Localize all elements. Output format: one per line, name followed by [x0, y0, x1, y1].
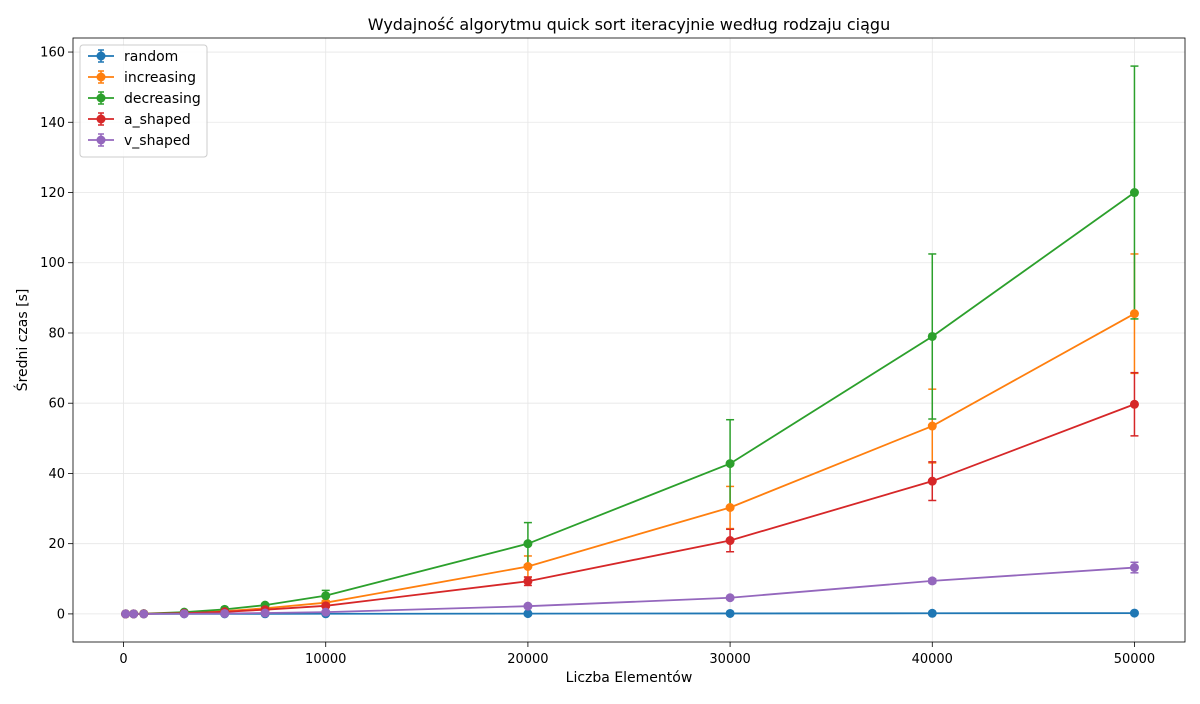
chart-title: Wydajność algorytmu quick sort iteracyjn… — [368, 15, 890, 34]
y-tick-label: 80 — [48, 326, 65, 341]
y-tick-label: 100 — [40, 256, 65, 271]
legend-marker — [96, 114, 106, 124]
y-tick-label: 120 — [40, 186, 65, 201]
y-tick-label: 140 — [40, 116, 65, 131]
plot-frame — [72, 37, 1186, 643]
data-point-v_shaped — [220, 608, 230, 618]
data-point-a_shaped — [927, 476, 937, 486]
legend-box — [79, 44, 208, 158]
data-point-random — [523, 609, 533, 619]
data-point-a_shaped — [1129, 399, 1139, 409]
data-point-increasing — [523, 562, 533, 571]
x-tick-label: 40000 — [912, 652, 953, 667]
data-point-a_shaped — [523, 576, 533, 586]
data-points — [121, 188, 1139, 619]
data-point-random — [725, 608, 735, 618]
legend-label: v_shaped — [124, 133, 190, 149]
data-point-v_shaped — [121, 609, 131, 619]
y-tick-label: 40 — [48, 467, 65, 482]
error-bars — [139, 65, 1139, 615]
series-line-increasing — [125, 312, 1135, 615]
y-tick-label: 0 — [57, 607, 65, 622]
legend-marker — [96, 93, 106, 103]
legend-label: random — [124, 49, 178, 65]
data-point-decreasing — [725, 459, 735, 469]
grid — [73, 38, 1185, 642]
x-tick-label: 30000 — [709, 652, 750, 667]
data-point-v_shaped — [129, 609, 139, 619]
data-point-v_shaped — [927, 576, 937, 586]
data-point-v_shaped — [725, 593, 735, 603]
x-tick-label: 20000 — [507, 652, 548, 667]
legend: random increasing decreasing a_shaped v_shap… — [79, 44, 208, 158]
data-point-increasing — [1129, 309, 1139, 319]
data-point-v_shaped — [260, 608, 270, 618]
y-tick-label: 160 — [40, 46, 65, 61]
x-tick-label: 50000 — [1114, 652, 1155, 667]
axes: 0 10000 20000 30000 40000 50000 0 20 40 60 80 100 12… — [40, 37, 1186, 667]
data-point-random — [1129, 608, 1139, 618]
y-tick-label: 20 — [48, 537, 65, 552]
data-point-decreasing — [927, 331, 937, 341]
data-point-a_shaped — [321, 601, 331, 611]
data-point-decreasing — [321, 591, 331, 601]
data-point-increasing — [927, 421, 937, 431]
data-point-increasing — [725, 503, 735, 513]
data-point-v_shaped — [523, 601, 533, 611]
data-point-a_shaped — [725, 536, 735, 546]
legend-label: a_shaped — [124, 112, 191, 128]
x-axis-label: Liczba Elementów — [566, 670, 693, 686]
data-point-v_shaped — [321, 607, 331, 617]
x-tick-label: 0 — [119, 652, 127, 667]
legend-marker — [96, 135, 106, 145]
legend-marker — [96, 72, 106, 82]
y-axis-label: Średni czas [s] — [13, 289, 31, 392]
data-point-random — [927, 608, 937, 618]
data-point-decreasing — [523, 539, 533, 549]
y-tick-label: 60 — [48, 397, 65, 412]
series-line-a_shaped — [125, 403, 1135, 615]
data-point-decreasing — [1129, 188, 1139, 198]
legend-label: decreasing — [124, 91, 201, 107]
legend-label: increasing — [124, 70, 196, 86]
x-tick-label: 10000 — [305, 652, 346, 667]
data-point-v_shaped — [179, 609, 189, 619]
legend-marker — [96, 51, 106, 61]
data-point-v_shaped — [1129, 563, 1139, 573]
data-point-v_shaped — [139, 609, 149, 619]
